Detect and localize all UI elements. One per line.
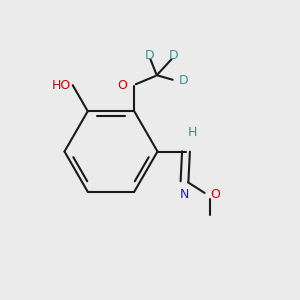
Text: O: O xyxy=(210,188,220,202)
Text: HO: HO xyxy=(52,79,71,92)
Text: D: D xyxy=(178,74,188,87)
Text: D: D xyxy=(144,49,154,62)
Text: H: H xyxy=(187,126,197,139)
Text: N: N xyxy=(180,188,189,201)
Text: O: O xyxy=(117,79,127,92)
Text: D: D xyxy=(168,49,178,62)
